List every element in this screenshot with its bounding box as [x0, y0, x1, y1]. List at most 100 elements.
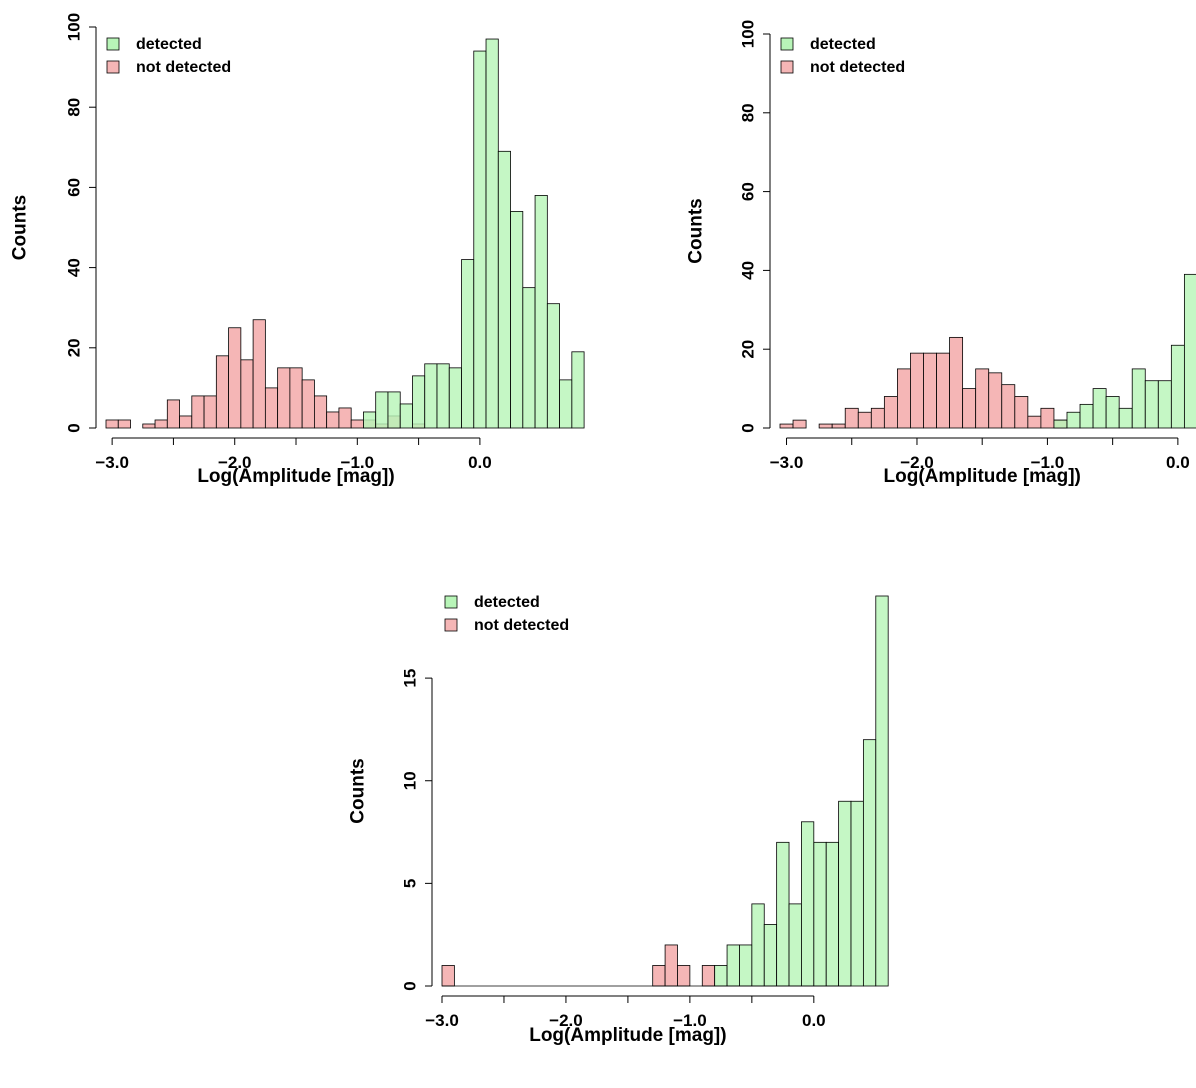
bar-not-detected: [884, 396, 897, 428]
bar-not-detected: [442, 965, 454, 986]
legend-label-not-detected: not detected: [810, 59, 905, 76]
bar-detected: [739, 945, 751, 986]
bar-detected: [474, 51, 486, 428]
bar-detected: [715, 965, 727, 986]
y-tick-label: 40: [65, 258, 84, 277]
bar-not-detected: [1015, 396, 1028, 428]
legend-label-not-detected: not detected: [136, 59, 231, 76]
bar-not-detected: [290, 368, 302, 428]
bar-detected: [863, 740, 875, 986]
bar-not-detected: [118, 420, 130, 428]
bar-not-detected: [351, 420, 363, 428]
bar-not-detected: [327, 412, 339, 428]
bar-detected: [449, 368, 461, 428]
bar-detected: [547, 304, 559, 428]
bar-not-detected: [858, 412, 871, 428]
bar-detected: [400, 404, 412, 428]
bar-detected: [814, 842, 826, 986]
bar-not-detected: [265, 388, 277, 428]
legend-label-not-detected: not detected: [474, 617, 569, 634]
bar-not-detected: [302, 380, 314, 428]
bar-detected: [486, 39, 498, 428]
bar-not-detected: [278, 368, 290, 428]
bar-not-detected: [871, 408, 884, 428]
bar-not-detected: [253, 320, 265, 428]
bar-not-detected: [937, 353, 950, 428]
y-tick-label: 100: [65, 13, 84, 41]
y-tick-label: 0: [65, 423, 84, 432]
bar-detected: [839, 801, 851, 986]
bar-detected: [1054, 420, 1067, 428]
bar-detected: [363, 412, 375, 428]
bar-not-detected: [923, 353, 936, 428]
y-tick-label: 20: [65, 338, 84, 357]
y-tick-label: 0: [739, 423, 758, 432]
bar-not-detected: [963, 389, 976, 428]
bar-detected: [826, 842, 838, 986]
bar-not-detected: [106, 420, 118, 428]
bar-not-detected: [143, 424, 155, 428]
bar-not-detected: [665, 945, 677, 986]
bar-not-detected: [180, 416, 192, 428]
y-tick-label: 10: [401, 771, 420, 790]
bar-not-detected: [339, 408, 351, 428]
bar-not-detected: [1002, 385, 1015, 428]
bar-not-detected: [897, 369, 910, 428]
y-tick-label: 40: [739, 261, 758, 280]
legend-swatch-detected: [781, 38, 793, 50]
bar-not-detected: [819, 424, 832, 428]
bar-detected: [560, 380, 572, 428]
legend-label-detected: detected: [136, 36, 202, 53]
x-tick-label: −3.0: [95, 453, 129, 472]
bar-detected: [1093, 389, 1106, 428]
bar-not-detected: [780, 424, 793, 428]
bar-not-detected: [204, 396, 216, 428]
bar-detected: [752, 904, 764, 986]
bar-detected: [437, 364, 449, 428]
bar-not-detected: [976, 369, 989, 428]
y-tick-label: 60: [65, 178, 84, 197]
legend-label-detected: detected: [474, 594, 540, 611]
bar-not-detected: [989, 373, 1002, 428]
y-axis-title: Counts: [348, 758, 369, 823]
x-axis-title: Log(Amplitude [mag]): [884, 466, 1081, 487]
x-tick-label: 0.0: [468, 453, 492, 472]
bar-detected: [462, 260, 474, 428]
bar-detected: [425, 364, 437, 428]
bar-detected: [498, 151, 510, 428]
y-tick-label: 5: [401, 879, 420, 888]
bar-not-detected: [1041, 408, 1054, 428]
bar-detected: [412, 376, 424, 428]
x-tick-label: −3.0: [425, 1011, 459, 1030]
bar-not-detected: [167, 400, 179, 428]
bar-not-detected: [950, 337, 963, 428]
bar-detected: [511, 211, 523, 428]
y-tick-label: 80: [65, 98, 84, 117]
bar-detected: [777, 842, 789, 986]
y-axis-title: Counts: [10, 195, 31, 260]
bar-detected: [1158, 381, 1171, 428]
bar-not-detected: [793, 420, 806, 428]
y-tick-label: 15: [401, 669, 420, 688]
bar-not-detected: [910, 353, 923, 428]
x-axis-title: Log(Amplitude [mag]): [529, 1025, 726, 1046]
bar-detected: [1119, 408, 1132, 428]
legend-swatch-detected: [445, 596, 457, 608]
legend-swatch-not-detected: [107, 61, 119, 73]
bar-detected: [1184, 274, 1196, 428]
x-tick-label: −3.0: [770, 453, 804, 472]
bar-detected: [789, 904, 801, 986]
x-tick-label: 0.0: [802, 1011, 826, 1030]
bar-not-detected: [702, 965, 714, 986]
bar-not-detected: [216, 356, 228, 428]
legend-swatch-not-detected: [445, 619, 457, 631]
x-axis-title: Log(Amplitude [mag]): [197, 466, 394, 487]
legend-label-detected: detected: [810, 36, 876, 53]
y-tick-label: 20: [739, 340, 758, 359]
bar-detected: [376, 392, 388, 428]
bar-not-detected: [155, 420, 167, 428]
y-tick-label: 100: [739, 20, 758, 48]
